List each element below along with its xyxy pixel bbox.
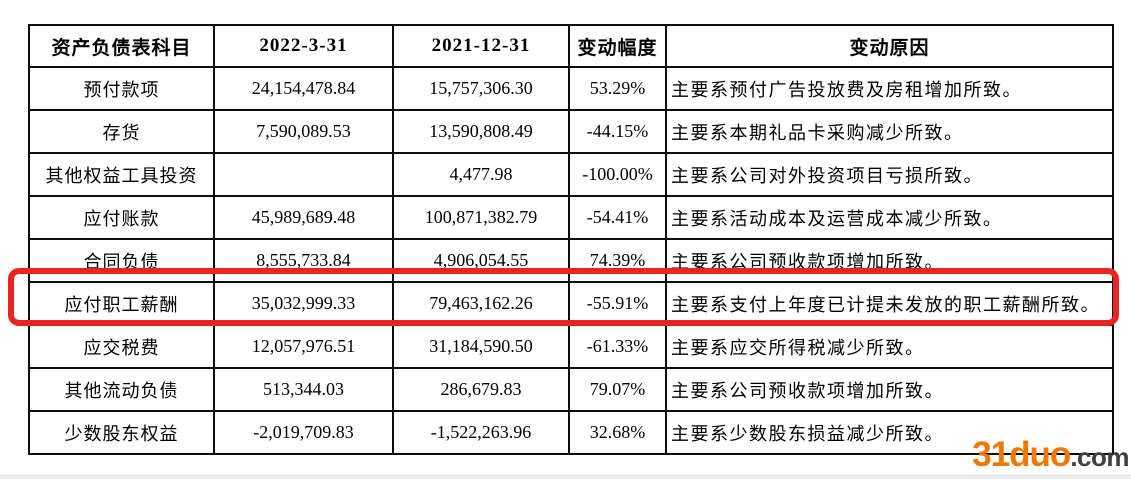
cell-2021-12-31: 4,477.98 <box>392 152 570 197</box>
watermark-logo: 31duo .com <box>972 437 1129 472</box>
table-row: 其他权益工具投资 4,477.98 -100.00% 主要系公司对外投资项目亏损所致。 <box>28 152 1114 197</box>
cell-reason: 主要系应交所得税减少所致。 <box>665 324 1114 369</box>
cell-change: -44.15% <box>568 109 667 154</box>
cell-2022-3-31: 24,154,478.84 <box>213 66 394 111</box>
col-header-2021-12-31: 2021-12-31 <box>392 24 570 68</box>
table-body: 预付款项 24,154,478.84 15,757,306.30 53.29% 主要系预… <box>28 66 1114 455</box>
cell-2021-12-31: 4,906,054.55 <box>392 238 570 283</box>
cell-item: 少数股东权益 <box>28 410 215 455</box>
col-header-item: 资产负债表科目 <box>28 24 215 68</box>
cell-item: 应交税费 <box>28 324 215 369</box>
cell-reason: 主要系公司预收款项增加所致。 <box>665 238 1114 283</box>
col-header-change: 变动幅度 <box>568 24 667 68</box>
cell-change: -54.41% <box>568 195 667 240</box>
table-row: 应交税费 12,057,976.51 31,184,590.50 -61.33% 主要系… <box>28 324 1114 369</box>
cell-2021-12-31: 13,590,808.49 <box>392 109 570 154</box>
cell-change: 79.07% <box>568 367 667 412</box>
table-row-highlighted: 应付职工薪酬 35,032,999.33 79,463,162.26 -55.91% 主… <box>28 281 1114 326</box>
cell-2022-3-31: 45,989,689.48 <box>213 195 394 240</box>
cell-reason: 主要系本期礼品卡采购减少所致。 <box>665 109 1114 154</box>
cell-2022-3-31: 12,057,976.51 <box>213 324 394 369</box>
table-header: 资产负债表科目 2022-3-31 2021-12-31 变动幅度 变动原因 <box>28 24 1114 68</box>
table-row: 存货 7,590,089.53 13,590,808.49 -44.15% 主要系本期礼… <box>28 109 1114 154</box>
cell-change: -61.33% <box>568 324 667 369</box>
cell-2021-12-31: 15,757,306.30 <box>392 66 570 111</box>
cell-reason: 主要系预付广告投放费及房租增加所致。 <box>665 66 1114 111</box>
cell-change: 74.39% <box>568 238 667 283</box>
watermark-tld: .com <box>1070 442 1129 472</box>
cell-2022-3-31: 513,344.03 <box>213 367 394 412</box>
cell-2021-12-31: 31,184,590.50 <box>392 324 570 369</box>
cell-change: 53.29% <box>568 66 667 111</box>
cell-item: 预付款项 <box>28 66 215 111</box>
header-row: 资产负债表科目 2022-3-31 2021-12-31 变动幅度 变动原因 <box>28 24 1114 68</box>
cell-2022-3-31: -2,019,709.83 <box>213 410 394 455</box>
cell-item: 应付账款 <box>28 195 215 240</box>
cell-item: 存货 <box>28 109 215 154</box>
cell-2022-3-31 <box>213 152 394 197</box>
cell-2021-12-31: 286,679.83 <box>392 367 570 412</box>
cell-reason: 主要系支付上年度已计提未发放的职工薪酬所致。 <box>665 281 1114 326</box>
watermark-name: 31duo <box>972 435 1071 474</box>
col-header-2022-3-31: 2022-3-31 <box>213 24 394 68</box>
cell-reason: 主要系活动成本及运营成本减少所致。 <box>665 195 1114 240</box>
page-bottom-edge <box>0 474 1131 479</box>
cell-change: 32.68% <box>568 410 667 455</box>
cell-item: 其他权益工具投资 <box>28 152 215 197</box>
cell-item: 应付职工薪酬 <box>28 281 215 326</box>
cell-2021-12-31: -1,522,263.96 <box>392 410 570 455</box>
cell-reason: 主要系少数股东损益减少所致。 <box>665 410 1114 455</box>
cell-2022-3-31: 8,555,733.84 <box>213 238 394 283</box>
cell-item: 其他流动负债 <box>28 367 215 412</box>
table-row: 其他流动负债 513,344.03 286,679.83 79.07% 主要系公司预收款… <box>28 367 1114 412</box>
table-row: 预付款项 24,154,478.84 15,757,306.30 53.29% 主要系预… <box>28 66 1114 111</box>
cell-change: -55.91% <box>568 281 667 326</box>
table-row: 应付账款 45,989,689.48 100,871,382.79 -54.41% 主要… <box>28 195 1114 240</box>
cell-2021-12-31: 100,871,382.79 <box>392 195 570 240</box>
cell-reason: 主要系公司预收款项增加所致。 <box>665 367 1114 412</box>
col-header-reason: 变动原因 <box>665 24 1114 68</box>
table-row: 少数股东权益 -2,019,709.83 -1,522,263.96 32.68% 主要… <box>28 410 1114 455</box>
cell-reason: 主要系公司对外投资项目亏损所致。 <box>665 152 1114 197</box>
cell-2021-12-31: 79,463,162.26 <box>392 281 570 326</box>
table-row: 合同负债 8,555,733.84 4,906,054.55 74.39% 主要系公司预… <box>28 238 1114 283</box>
balance-sheet-change-table: 资产负债表科目 2022-3-31 2021-12-31 变动幅度 变动原因 预… <box>28 24 1114 455</box>
cell-2022-3-31: 35,032,999.33 <box>213 281 394 326</box>
cell-change: -100.00% <box>568 152 667 197</box>
cell-item: 合同负债 <box>28 238 215 283</box>
cell-2022-3-31: 7,590,089.53 <box>213 109 394 154</box>
